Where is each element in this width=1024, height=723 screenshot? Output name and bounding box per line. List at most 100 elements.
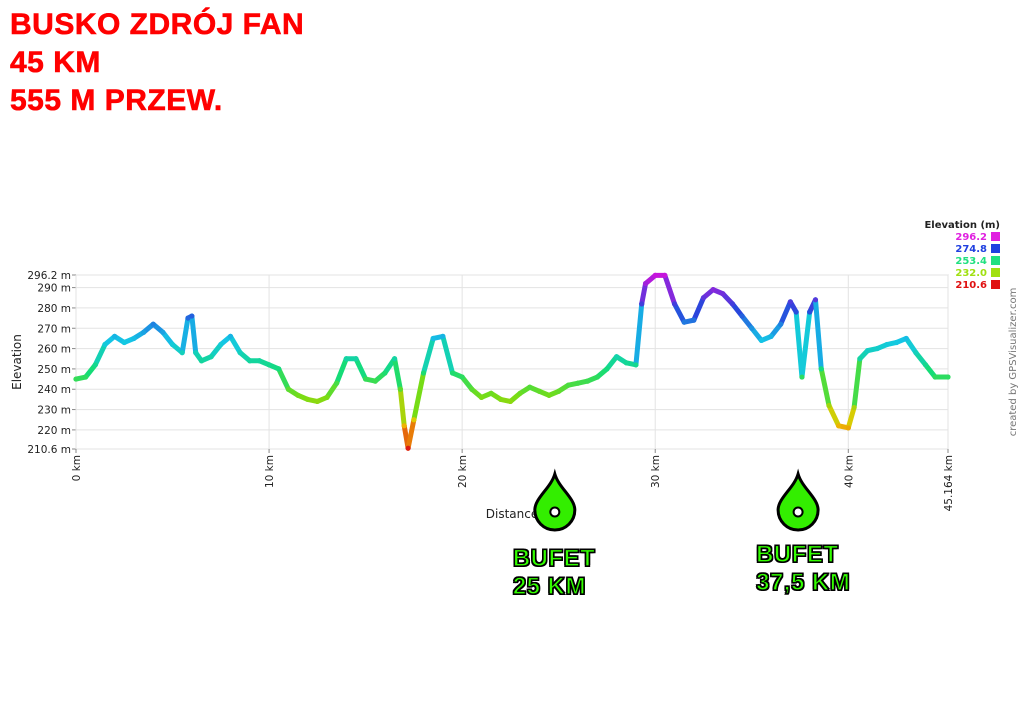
- elevation-point: [633, 362, 639, 368]
- elevation-point: [397, 386, 403, 392]
- elevation-point: [382, 370, 388, 376]
- elevation-segment: [851, 356, 863, 411]
- elevation-point: [498, 396, 504, 403]
- elevation-point: [478, 394, 485, 400]
- elevation-point: [585, 378, 591, 384]
- elevation-point: [237, 350, 243, 356]
- elevation-point: [536, 388, 542, 394]
- elevation-segment: [672, 301, 687, 325]
- elevation-segment: [179, 315, 191, 356]
- x-tick-label: 40 km: [843, 455, 855, 488]
- elevation-point: [160, 329, 166, 335]
- legend-title: Elevation (m): [924, 220, 1000, 231]
- drop-shape: [776, 468, 820, 532]
- elevation-segment: [421, 335, 436, 376]
- credit-text: created by GPSVisualizer.com: [1008, 288, 1019, 437]
- elevation-point: [639, 301, 645, 307]
- elevation-point: [720, 291, 726, 297]
- elevation-point: [546, 392, 552, 398]
- bufet-label-1-title: BUFET: [512, 545, 596, 572]
- elevation-point: [83, 374, 89, 380]
- elevation-point: [276, 366, 282, 372]
- bufet-label-1-distance: 25 KM: [512, 573, 586, 600]
- elevation-segment: [845, 405, 857, 431]
- elevation-segment: [826, 403, 842, 429]
- legend-label: 232.0: [955, 268, 987, 279]
- elevation-point: [739, 313, 745, 319]
- elevation-point: [459, 374, 465, 380]
- elevation-point: [556, 388, 562, 394]
- elevation-point: [932, 374, 938, 380]
- elevation-segment: [812, 297, 824, 372]
- elevation-point: [818, 366, 824, 372]
- x-tick-label: 30 km: [650, 455, 662, 488]
- elevation-point: [807, 309, 813, 315]
- y-tick-label: 210.6 m: [27, 444, 71, 456]
- elevation-segment: [440, 333, 455, 376]
- elevation-point: [405, 445, 411, 451]
- elevation-point: [112, 333, 118, 339]
- elevation-point: [198, 358, 205, 364]
- legend-label: 210.6: [955, 280, 987, 291]
- elevation-segment: [227, 333, 243, 356]
- elevation-point: [305, 396, 311, 403]
- elevation-point: [353, 356, 359, 362]
- elevation-point: [314, 398, 320, 405]
- elevation-point: [334, 380, 340, 386]
- elevation-point: [758, 337, 765, 344]
- elevation-point: [517, 390, 523, 396]
- elevation-point: [945, 374, 951, 380]
- elevation-point: [102, 341, 108, 348]
- elevation-point: [922, 362, 929, 368]
- y-tick-label: 240 m: [37, 384, 71, 396]
- elevation-point: [430, 335, 436, 342]
- elevation-point: [749, 325, 755, 331]
- elevation-point: [391, 356, 398, 362]
- elevation-point: [893, 339, 900, 346]
- y-tick-label: 220 m: [37, 425, 71, 437]
- elevation-point: [652, 272, 658, 279]
- elevation-segment: [397, 386, 407, 429]
- elevation-point: [812, 297, 819, 303]
- elevation-point: [411, 417, 417, 423]
- elevation-point: [768, 333, 774, 339]
- elevation-point: [799, 374, 805, 380]
- elevation-point: [150, 321, 156, 327]
- elevation-point: [73, 376, 79, 382]
- water-drop-icon: [533, 468, 577, 532]
- elevation-point: [865, 348, 871, 354]
- elevation-segment: [411, 370, 427, 423]
- elevation-point: [851, 404, 857, 411]
- elevation-point: [575, 380, 581, 386]
- elevation-point: [193, 350, 199, 356]
- y-tick-label: 250 m: [37, 364, 71, 376]
- elevation-point: [787, 299, 793, 305]
- elevation-point: [140, 329, 147, 335]
- elevation-segment: [334, 356, 349, 386]
- elevation-point: [691, 317, 697, 323]
- route-elevation-gain: 555 M PRZEW.: [10, 84, 223, 118]
- elevation-point: [266, 362, 272, 368]
- elevation-segment: [405, 417, 417, 451]
- elevation-segment: [276, 366, 291, 392]
- elevation-point: [363, 376, 369, 382]
- elevation-point: [671, 301, 678, 307]
- elevation-segment: [903, 335, 919, 356]
- elevation-point: [884, 341, 890, 348]
- y-tick-label: 280 m: [37, 303, 71, 315]
- legend-label: 274.8: [955, 244, 987, 255]
- elevation-point: [295, 392, 301, 398]
- elevation-segment: [92, 342, 108, 368]
- x-tick-label: 20 km: [457, 455, 469, 488]
- elevation-segment: [662, 272, 678, 307]
- elevation-point: [401, 423, 407, 429]
- elevation-point: [208, 354, 214, 360]
- elevation-segment: [639, 281, 649, 307]
- elevation-point: [594, 374, 600, 380]
- elevation-point: [92, 362, 98, 368]
- x-tick-label: 0 km: [71, 455, 83, 481]
- elevation-point: [565, 382, 571, 388]
- legend-swatch: [991, 280, 1000, 289]
- elevation-point: [469, 386, 475, 392]
